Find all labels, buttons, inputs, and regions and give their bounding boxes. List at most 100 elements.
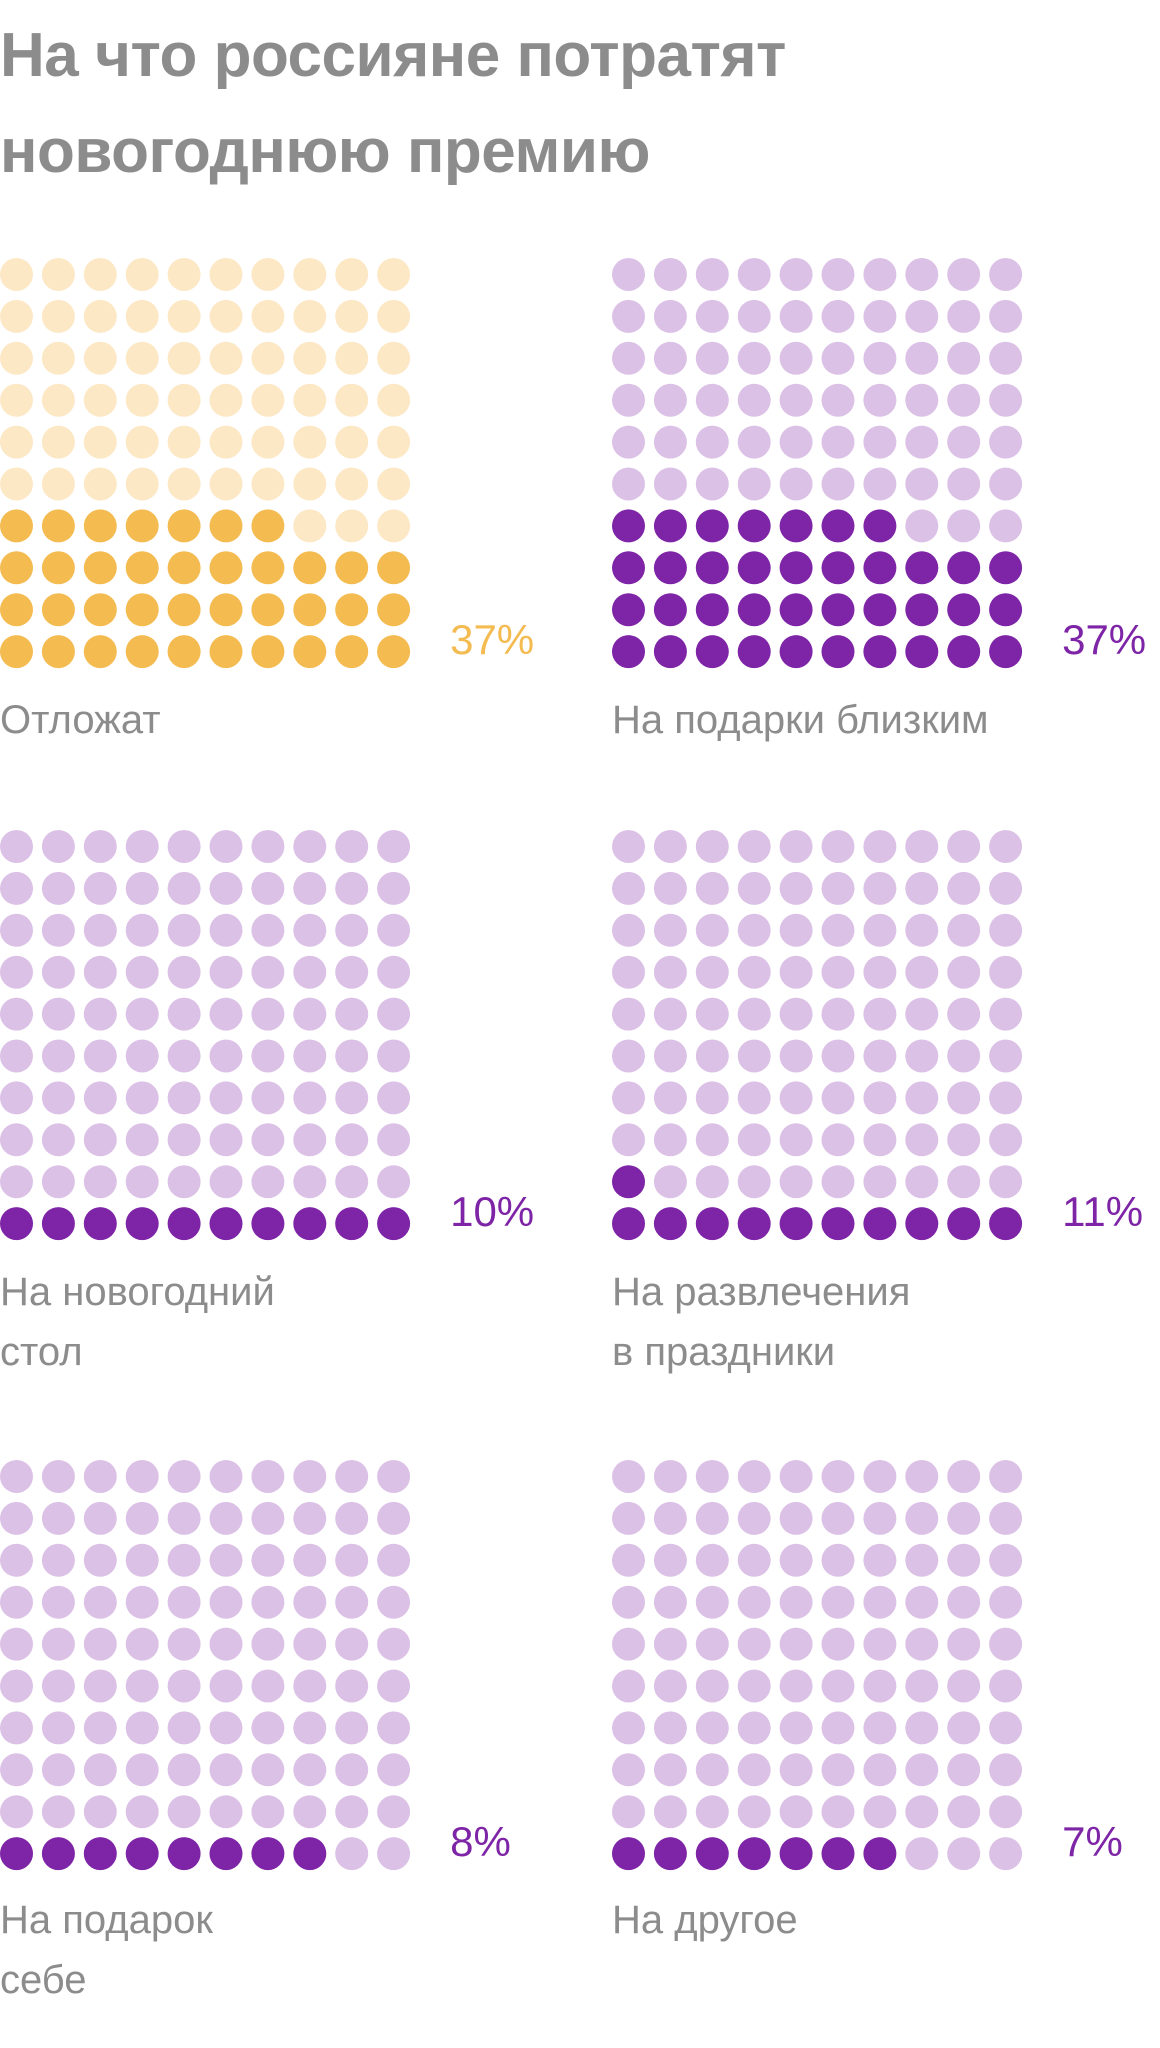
waffle-dot-empty bbox=[947, 830, 981, 863]
waffle-dot-empty bbox=[209, 1795, 243, 1829]
waffle-dot-filled bbox=[779, 509, 813, 543]
waffle-dot-empty bbox=[821, 955, 855, 989]
waffle-dot-empty bbox=[335, 1165, 369, 1199]
waffle-dot-empty bbox=[612, 1543, 645, 1577]
waffle-dot-empty bbox=[653, 913, 687, 947]
waffle-dot-empty bbox=[167, 383, 201, 417]
waffle-dot-empty bbox=[821, 1543, 855, 1577]
waffle-dot-empty bbox=[695, 299, 729, 333]
waffle-dot-filled bbox=[905, 593, 939, 627]
waffle-dot-filled bbox=[653, 1207, 687, 1241]
waffle-dot-empty bbox=[612, 1585, 645, 1619]
category-label: На развлечения в праздники bbox=[612, 1270, 911, 1374]
waffle-dot-empty bbox=[293, 1585, 327, 1619]
waffle-dot-empty bbox=[612, 1627, 645, 1661]
waffle-dot-empty bbox=[335, 1711, 369, 1745]
waffle-dot-empty bbox=[0, 955, 33, 989]
waffle-dot-empty bbox=[251, 1123, 285, 1157]
waffle-dot-empty bbox=[377, 871, 411, 905]
waffle-dot-empty bbox=[737, 299, 771, 333]
waffle-dot-empty bbox=[293, 997, 327, 1031]
waffle-grid bbox=[0, 830, 411, 1241]
waffle-dot-filled bbox=[653, 1837, 687, 1871]
waffle-dot-empty bbox=[125, 997, 159, 1031]
waffle-dot-empty bbox=[41, 258, 75, 291]
waffle-dot-empty bbox=[41, 1795, 75, 1829]
waffle-dot-empty bbox=[737, 1543, 771, 1577]
waffle-dot-empty bbox=[989, 509, 1023, 543]
waffle-dot-empty bbox=[989, 1165, 1023, 1199]
waffle-dot-filled bbox=[947, 635, 981, 669]
waffle-dot-empty bbox=[821, 913, 855, 947]
waffle-dot-empty bbox=[947, 467, 981, 501]
waffle-dot-empty bbox=[947, 1627, 981, 1661]
waffle-dot-empty bbox=[905, 425, 939, 459]
waffle-dot-empty bbox=[251, 871, 285, 905]
waffle-dot-empty bbox=[779, 1123, 813, 1157]
waffle-dot-empty bbox=[377, 383, 411, 417]
waffle-dot-empty bbox=[251, 1585, 285, 1619]
waffle-dot-empty bbox=[377, 1460, 411, 1493]
waffle-dot-empty bbox=[863, 871, 897, 905]
waffle-dot-empty bbox=[293, 299, 327, 333]
waffle-dot-empty bbox=[653, 1711, 687, 1745]
waffle-dot-empty bbox=[821, 1123, 855, 1157]
waffle-dot-empty bbox=[947, 1795, 981, 1829]
waffle-dot-empty bbox=[209, 1081, 243, 1115]
waffle-dot-empty bbox=[125, 258, 159, 291]
waffle-grid bbox=[612, 1460, 1023, 1871]
waffle-dot-filled bbox=[125, 509, 159, 543]
waffle-dot-filled bbox=[821, 593, 855, 627]
waffle-dot-empty bbox=[83, 830, 117, 863]
waffle-dot-empty bbox=[377, 467, 411, 501]
waffle-dot-empty bbox=[293, 1795, 327, 1829]
waffle-dot-empty bbox=[905, 1039, 939, 1073]
waffle-dot-filled bbox=[377, 593, 411, 627]
waffle-dot-empty bbox=[335, 299, 369, 333]
waffle-dot-empty bbox=[335, 1460, 369, 1493]
waffle-dot-empty bbox=[695, 1123, 729, 1157]
waffle-dot-empty bbox=[695, 913, 729, 947]
waffle-dot-empty bbox=[737, 1081, 771, 1115]
waffle-dot-filled bbox=[653, 593, 687, 627]
waffle-dot-empty bbox=[293, 258, 327, 291]
waffle-grid bbox=[612, 830, 1023, 1241]
waffle-dot-empty bbox=[209, 1501, 243, 1535]
waffle-dot-filled bbox=[0, 635, 33, 669]
waffle-dot-empty bbox=[821, 1460, 855, 1493]
waffle-dot-empty bbox=[863, 1795, 897, 1829]
waffle-dot-empty bbox=[612, 830, 645, 863]
waffle-dot-empty bbox=[653, 1501, 687, 1535]
waffle-dot-empty bbox=[863, 1165, 897, 1199]
waffle-dot-filled bbox=[905, 551, 939, 585]
waffle-dot-empty bbox=[0, 425, 33, 459]
waffle-dot-empty bbox=[83, 467, 117, 501]
waffle-dot-filled bbox=[779, 551, 813, 585]
waffle-dot-empty bbox=[251, 1081, 285, 1115]
waffle-dot-empty bbox=[612, 467, 645, 501]
waffle-dot-empty bbox=[905, 1795, 939, 1829]
waffle-dot-empty bbox=[251, 997, 285, 1031]
waffle-dot-empty bbox=[863, 913, 897, 947]
waffle-dot-filled bbox=[125, 1207, 159, 1241]
waffle-dot-empty bbox=[335, 913, 369, 947]
waffle-dot-empty bbox=[335, 1039, 369, 1073]
waffle-dot-empty bbox=[779, 1711, 813, 1745]
waffle-dot-empty bbox=[905, 509, 939, 543]
waffle-dot-empty bbox=[209, 1039, 243, 1073]
waffle-dot-empty bbox=[209, 1627, 243, 1661]
waffle-dot-empty bbox=[779, 341, 813, 375]
waffle-dot-empty bbox=[779, 425, 813, 459]
waffle-dot-empty bbox=[653, 830, 687, 863]
waffle-dot-empty bbox=[779, 871, 813, 905]
waffle-dot-empty bbox=[293, 1669, 327, 1703]
waffle-dot-empty bbox=[737, 467, 771, 501]
waffle-dot-empty bbox=[251, 1039, 285, 1073]
waffle-dot-empty bbox=[947, 1501, 981, 1535]
waffle-dot-empty bbox=[209, 1543, 243, 1577]
waffle-dot-filled bbox=[335, 635, 369, 669]
waffle-dot-empty bbox=[377, 258, 411, 291]
waffle-dot-empty bbox=[653, 955, 687, 989]
waffle-dot-empty bbox=[41, 1543, 75, 1577]
waffle-dot-empty bbox=[83, 1753, 117, 1787]
